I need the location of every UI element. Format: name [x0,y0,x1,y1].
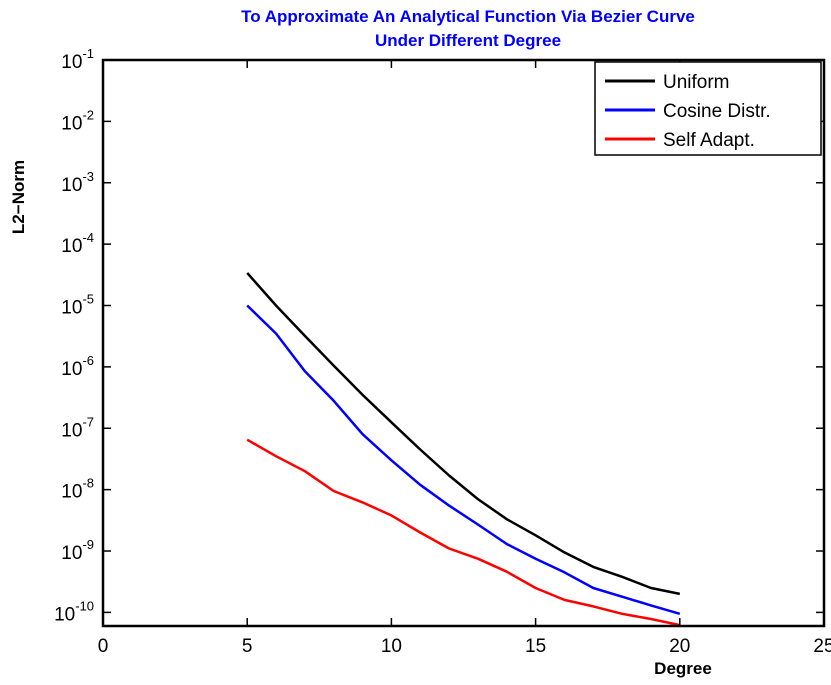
y-tick-label: 10-4 [61,230,94,257]
y-axis-ticks: 10-1010-910-810-710-610-510-410-310-210-… [54,46,824,625]
series-line-uniform [246,272,681,596]
x-axis-ticks: 0 5 10 15 20 25 [98,60,831,657]
series-line-cosine-distr [246,304,681,615]
y-tick-label: 10-7 [61,414,94,441]
y-tick-exponent: -10 [75,598,94,613]
y-tick-exponent: -3 [82,169,94,184]
y-tick-exponent: -8 [82,476,94,491]
y-tick-exponent: -2 [82,107,94,122]
y-tick-exponent: -5 [82,292,94,307]
plot-frame [101,58,826,628]
y-tick-exponent: -1 [82,46,94,61]
series-layer [246,272,681,627]
y-tick-base: 10 [61,52,82,73]
y-tick-base: 10 [61,175,82,196]
y-tick-exponent: -9 [82,537,94,552]
y-tick-label: 10-5 [61,292,94,319]
x-tick-label: 15 [525,636,546,657]
x-tick-label: 20 [669,636,690,657]
y-tick-label: 10-2 [61,107,94,134]
x-tick-label: 5 [242,636,253,657]
y-tick-exponent: -4 [82,230,94,245]
y-tick-label: 10-9 [61,537,94,564]
y-tick-label: 10-6 [61,353,94,380]
y-tick-base: 10 [61,420,82,441]
chart-title-line-1: To Approximate An Analytical Function Vi… [241,7,695,26]
y-tick-base: 10 [61,298,82,319]
y-tick-base: 10 [61,113,82,134]
y-tick-label: 10-3 [61,169,94,196]
legend: Uniform Cosine Distr. Self Adapt. [594,61,822,156]
legend-entry-label: Self Adapt. [663,130,755,151]
x-axis-label: Degree [654,659,712,678]
series-line-self-adapt [246,438,681,627]
y-tick-base: 10 [61,359,82,380]
y-tick-exponent: -7 [82,414,94,429]
legend-entry-label: Uniform [663,72,730,93]
legend-entry-label: Cosine Distr. [663,101,771,122]
y-tick-exponent: -6 [82,353,94,368]
y-tick-label: 10-1 [61,46,94,73]
y-tick-base: 10 [54,604,75,625]
y-tick-base: 10 [61,543,82,564]
y-tick-base: 10 [61,482,82,503]
x-tick-label: 10 [381,636,402,657]
chart-title-line-2: Under Different Degree [375,31,561,50]
y-tick-label: 10-10 [54,598,94,625]
x-tick-label: 25 [813,636,831,657]
y-tick-label: 10-8 [61,476,94,503]
y-axis-label: L2−Norm [9,160,28,234]
x-tick-label: 0 [98,636,109,657]
y-tick-base: 10 [61,236,82,257]
